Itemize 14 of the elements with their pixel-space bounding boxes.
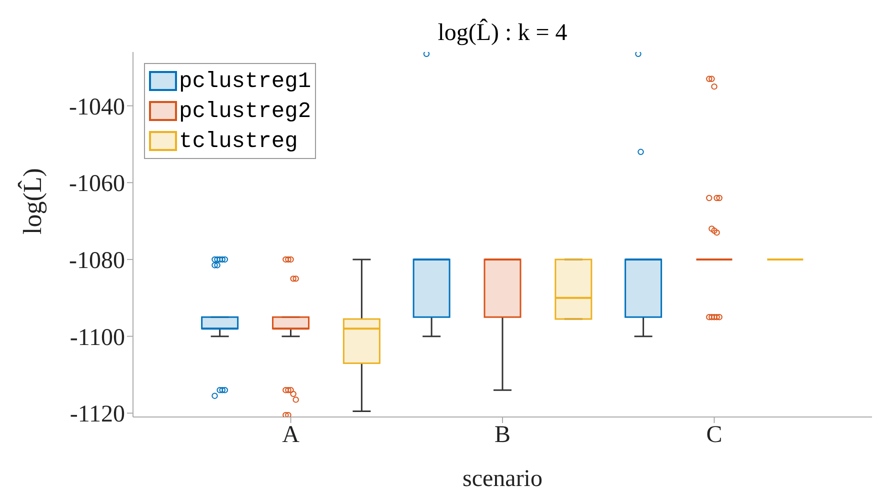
x-tick-label: B bbox=[494, 422, 511, 448]
y-tick-label: -1040 bbox=[69, 94, 125, 120]
y-tick-label: -1080 bbox=[69, 248, 125, 274]
legend-label: pclustreg2 bbox=[179, 98, 312, 124]
y-tick-label: -1120 bbox=[70, 402, 125, 428]
y-axis-title: log(L̂) bbox=[17, 168, 48, 234]
y-tick-label: -1060 bbox=[69, 171, 125, 198]
legend-label: tclustreg bbox=[179, 128, 298, 154]
x-tick-label: C bbox=[706, 422, 722, 448]
x-axis-title: scenario bbox=[462, 466, 542, 492]
legend-label: pclustreg1 bbox=[179, 68, 312, 94]
chart-title: log(L̂) : k = 4 bbox=[436, 20, 568, 47]
x-tick-label: A bbox=[282, 422, 300, 448]
y-tick-label: -1100 bbox=[70, 324, 125, 351]
